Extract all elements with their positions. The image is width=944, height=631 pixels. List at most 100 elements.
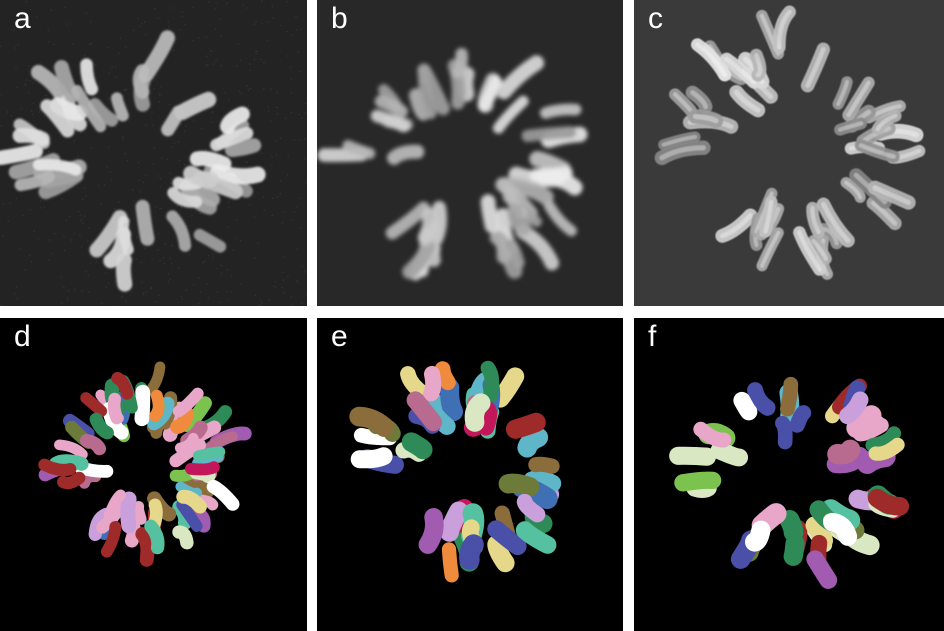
panel-d-image (38, 361, 252, 567)
chromosome-segment (693, 421, 732, 448)
chromosome-segment (839, 391, 869, 425)
chromosome-ring (349, 360, 562, 583)
chromosome (167, 187, 203, 208)
chromosome-segment (775, 415, 793, 450)
chromosome-segment (169, 438, 206, 468)
chromosome (31, 64, 71, 106)
chromosome (515, 224, 560, 271)
chromosome-ring (654, 5, 926, 280)
chromosome-segment (120, 491, 137, 534)
chromosome-segment (868, 437, 905, 461)
panel-b-image (317, 47, 588, 281)
chromosome-segment (487, 520, 527, 556)
chromosome (40, 99, 75, 138)
chromosome-segment (57, 471, 86, 490)
chromosome-ring (38, 361, 252, 567)
chromosome (88, 98, 119, 127)
chromosome (417, 207, 438, 246)
chromosome (543, 199, 577, 237)
panel-d: d (0, 318, 307, 631)
panel-e-image (349, 360, 562, 583)
chromosome (174, 91, 217, 121)
chromosome (12, 128, 50, 147)
chromosome-segment (185, 461, 220, 476)
panel-a: a (0, 0, 307, 306)
chromosome (49, 97, 88, 121)
chromosome-segment (38, 458, 77, 477)
panel-c-image (654, 5, 926, 280)
chromosome-segment (674, 471, 722, 492)
chromosome (161, 105, 186, 137)
chromosome (402, 238, 436, 280)
chromosome (480, 194, 500, 234)
chromosome (451, 47, 468, 79)
panel-b: b (317, 0, 623, 306)
chromosome (135, 199, 155, 246)
chromosome (387, 144, 425, 165)
chromosome (374, 94, 409, 118)
chromosome (408, 88, 431, 121)
chromosome-segment (111, 372, 134, 400)
chromosome-segment (733, 391, 758, 421)
chromosome (505, 238, 525, 269)
chromosome (521, 126, 577, 142)
chromosome (89, 210, 128, 258)
chromosome (342, 140, 376, 160)
chromosome-segment (745, 520, 771, 552)
chromosome-segment (406, 391, 443, 432)
chromosome (115, 252, 133, 292)
chromosome-segment (135, 527, 155, 567)
panel-f-image (669, 376, 910, 589)
panel-c: c (634, 0, 944, 306)
chromosome-segment (747, 382, 776, 416)
chromosome-segment (459, 534, 484, 570)
chromosome-segment (710, 441, 749, 467)
chromosome (417, 65, 437, 120)
chromosome-segment (423, 365, 442, 402)
chromosome-segment (89, 412, 114, 440)
chromosome-segment (491, 367, 525, 408)
chromosome-segment (439, 501, 469, 542)
chromosome-segment (170, 406, 194, 434)
chromosome-segment (498, 473, 540, 497)
chromosome-segment (145, 361, 166, 396)
chromosome-segment (78, 470, 102, 489)
chromosome (111, 92, 129, 122)
chromosome-segment (189, 506, 211, 533)
chromosome-segment (516, 493, 546, 523)
chromosome (385, 201, 431, 240)
chromosome (489, 230, 512, 264)
chromosome-segment (418, 507, 444, 554)
panel-a-image (0, 0, 307, 306)
chromosome (54, 60, 80, 103)
chromosome-segment (401, 432, 433, 460)
chromosome-segment (806, 550, 838, 589)
panel-e: e (317, 318, 623, 631)
chromosome-segment (865, 426, 902, 453)
chromosome (193, 171, 243, 200)
chromosome-ring (0, 30, 266, 292)
chromosome (0, 143, 43, 166)
chromosome-segment (54, 439, 88, 460)
chromosome-segment (827, 439, 861, 465)
chromosome-segment (132, 501, 147, 525)
chromosome-segment (80, 392, 108, 417)
chromosome-segment (505, 412, 546, 439)
chromosome (225, 138, 262, 158)
chromosome (535, 168, 583, 196)
chromosome (496, 55, 545, 100)
chromosome (80, 58, 99, 96)
chromosome-segment (202, 431, 238, 455)
chromosome-segment (350, 447, 393, 469)
chromosome-segment (176, 489, 207, 514)
chromosome-segment (852, 417, 889, 442)
chromosome (117, 215, 134, 256)
chromosome (166, 210, 192, 252)
chromosome-segment (349, 406, 395, 438)
chromosome-segment (79, 434, 107, 456)
chromosome (539, 103, 582, 119)
chromosome-segment (144, 519, 165, 555)
chromosome (506, 203, 532, 236)
chromosome-segment (172, 525, 194, 550)
chromosome (71, 84, 107, 133)
